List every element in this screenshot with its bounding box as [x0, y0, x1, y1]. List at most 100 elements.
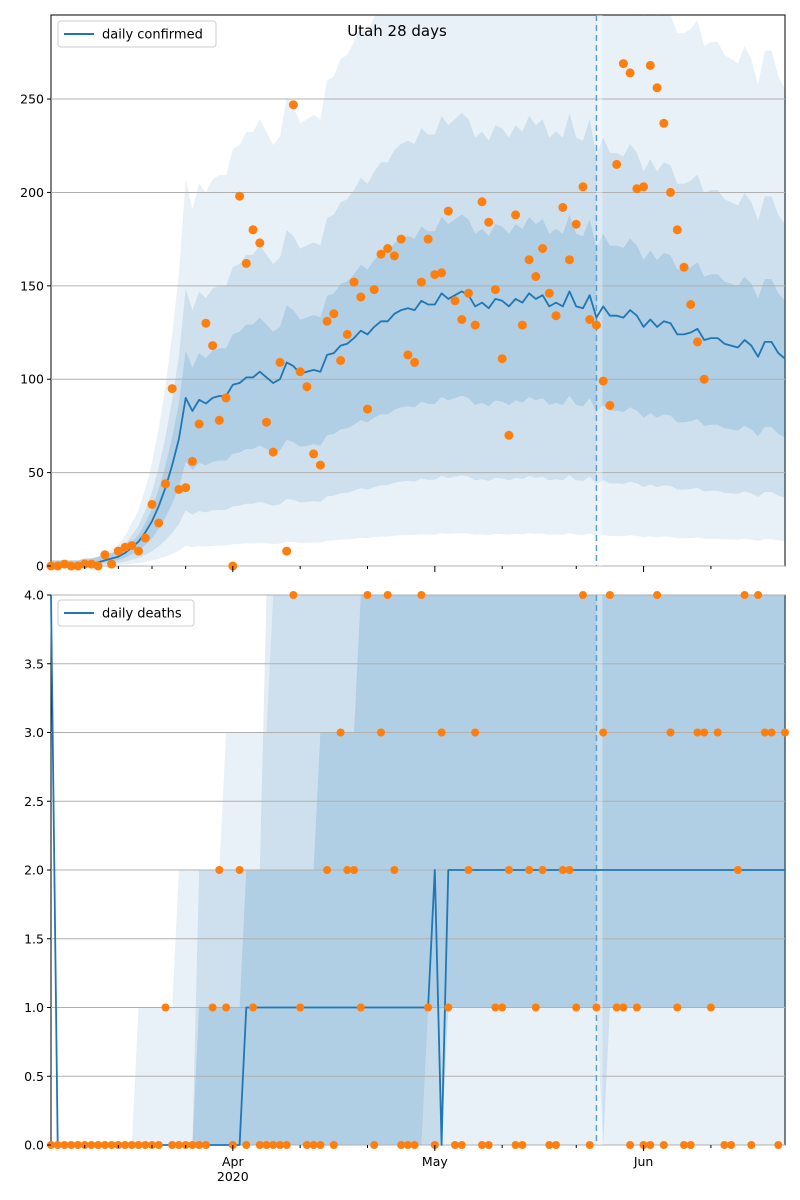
- confirmed-point: [558, 202, 568, 212]
- deaths-y-ticks: 0.0 0.5 1.0 1.5 2.0 2.5 3.0 3.5 4.0: [24, 588, 51, 1153]
- deaths-point: [646, 1141, 655, 1149]
- confirmed-point: [396, 234, 406, 244]
- confirmed-point: [410, 357, 420, 367]
- confirmed-point: [194, 419, 204, 429]
- deaths-point: [760, 728, 769, 737]
- confirmed-point: [490, 285, 500, 295]
- deaths-point: [491, 1003, 500, 1012]
- deaths-point: [195, 1141, 204, 1149]
- confirmed-point: [295, 367, 305, 377]
- confirmed-y-tick-label: 250: [20, 92, 44, 107]
- deaths-point: [484, 1141, 493, 1149]
- deaths-point: [525, 866, 534, 874]
- confirmed-legend-label: daily confirmed: [102, 28, 203, 43]
- deaths-marks: [47, 591, 789, 1149]
- confirmed-uncertainty-bands: [51, 15, 785, 566]
- deaths-x-tick-label: Apr 2020: [217, 1154, 249, 1184]
- confirmed-point: [255, 238, 265, 248]
- confirmed-point: [336, 356, 346, 365]
- confirmed-point: [208, 341, 218, 351]
- deaths-point: [673, 1003, 682, 1012]
- deaths-point: [343, 866, 352, 874]
- confirmed-point: [221, 393, 231, 403]
- deaths-point: [666, 728, 675, 737]
- deaths-point: [464, 866, 473, 874]
- deaths-point: [457, 1141, 466, 1149]
- deaths-point: [168, 1141, 177, 1149]
- confirmed-point: [470, 320, 480, 330]
- deaths-point: [680, 1141, 688, 1149]
- deaths-point: [619, 1003, 628, 1012]
- deaths-point: [235, 866, 244, 874]
- confirmed-panel: 0 50 100 150 200 250 Utah 28 days daily confi…: [20, 14, 786, 574]
- confirmed-y-tick-label: 200: [20, 185, 44, 200]
- deaths-y-tick-label: 1.5: [24, 931, 44, 946]
- deaths-point: [558, 866, 567, 874]
- deaths-y-tick-label: 1.0: [24, 1000, 44, 1015]
- confirmed-point: [598, 376, 608, 386]
- confirmed-point: [80, 559, 90, 569]
- confirmed-point: [288, 100, 298, 110]
- deaths-point: [276, 1141, 284, 1149]
- deaths-point: [161, 1003, 170, 1012]
- confirmed-legend: daily confirmed: [57, 20, 217, 48]
- confirmed-point: [107, 559, 117, 569]
- confirmed-gridlines: [51, 98, 785, 567]
- deaths-point: [67, 1141, 76, 1149]
- deaths-panel: 0.0 0.5 1.0 1.5 2.0 2.5 3.0 3.5 4.0 Apr 2020 May Ju…: [24, 588, 789, 1184]
- deaths-point: [498, 1003, 507, 1012]
- deaths-y-tick-label: 4.0: [24, 588, 44, 603]
- confirmed-x-ticks: [84, 566, 712, 572]
- deaths-point: [653, 591, 662, 599]
- confirmed-point: [389, 251, 399, 261]
- deaths-point: [579, 591, 587, 599]
- confirmed-point: [538, 244, 548, 253]
- confirmed-marks: [46, 15, 786, 571]
- confirmed-point: [383, 244, 393, 253]
- deaths-point: [713, 728, 722, 737]
- confirmed-point: [484, 217, 494, 227]
- deaths-point: [100, 1141, 109, 1149]
- confirmed-point: [214, 415, 224, 425]
- deaths-point: [740, 591, 749, 599]
- deaths-point: [478, 1141, 486, 1149]
- confirmed-point: [571, 219, 581, 229]
- confirmed-point: [612, 159, 622, 169]
- deaths-point: [269, 1141, 278, 1149]
- confirmed-point: [329, 309, 339, 319]
- deaths-point: [504, 866, 513, 874]
- deaths-point: [471, 728, 480, 737]
- confirmed-point: [127, 541, 137, 550]
- deaths-legend-label: daily deaths: [102, 607, 182, 622]
- deaths-point: [706, 1003, 715, 1012]
- deaths-point: [336, 728, 345, 737]
- confirmed-point: [423, 234, 433, 244]
- deaths-point: [255, 1141, 264, 1149]
- confirmed-point: [464, 288, 473, 298]
- confirmed-point: [161, 479, 170, 489]
- confirmed-point: [268, 447, 278, 457]
- deaths-point: [626, 1141, 635, 1149]
- deaths-point: [188, 1141, 197, 1149]
- deaths-point: [451, 1141, 459, 1149]
- confirmed-point: [376, 249, 386, 259]
- confirmed-point: [369, 285, 379, 295]
- deaths-point: [565, 866, 574, 874]
- deaths-point: [127, 1141, 136, 1149]
- confirmed-point: [437, 268, 447, 278]
- confirmed-y-tick-label: 50: [28, 465, 44, 480]
- confirmed-point: [154, 518, 164, 528]
- deaths-point: [134, 1141, 143, 1149]
- confirmed-y-tick-label: 0: [36, 559, 44, 574]
- deaths-point: [141, 1141, 150, 1149]
- confirmed-point: [511, 210, 521, 220]
- confirmed-point: [241, 258, 251, 268]
- confirmed-y-ticks: 0 50 100 150 200 250: [20, 92, 51, 574]
- confirmed-point: [342, 329, 352, 339]
- confirmed-point: [248, 225, 258, 235]
- confirmed-point: [591, 320, 601, 330]
- deaths-point: [87, 1141, 96, 1149]
- deaths-y-tick-label: 0.5: [24, 1069, 44, 1084]
- confirmed-point: [524, 255, 534, 265]
- deaths-point: [249, 1003, 257, 1012]
